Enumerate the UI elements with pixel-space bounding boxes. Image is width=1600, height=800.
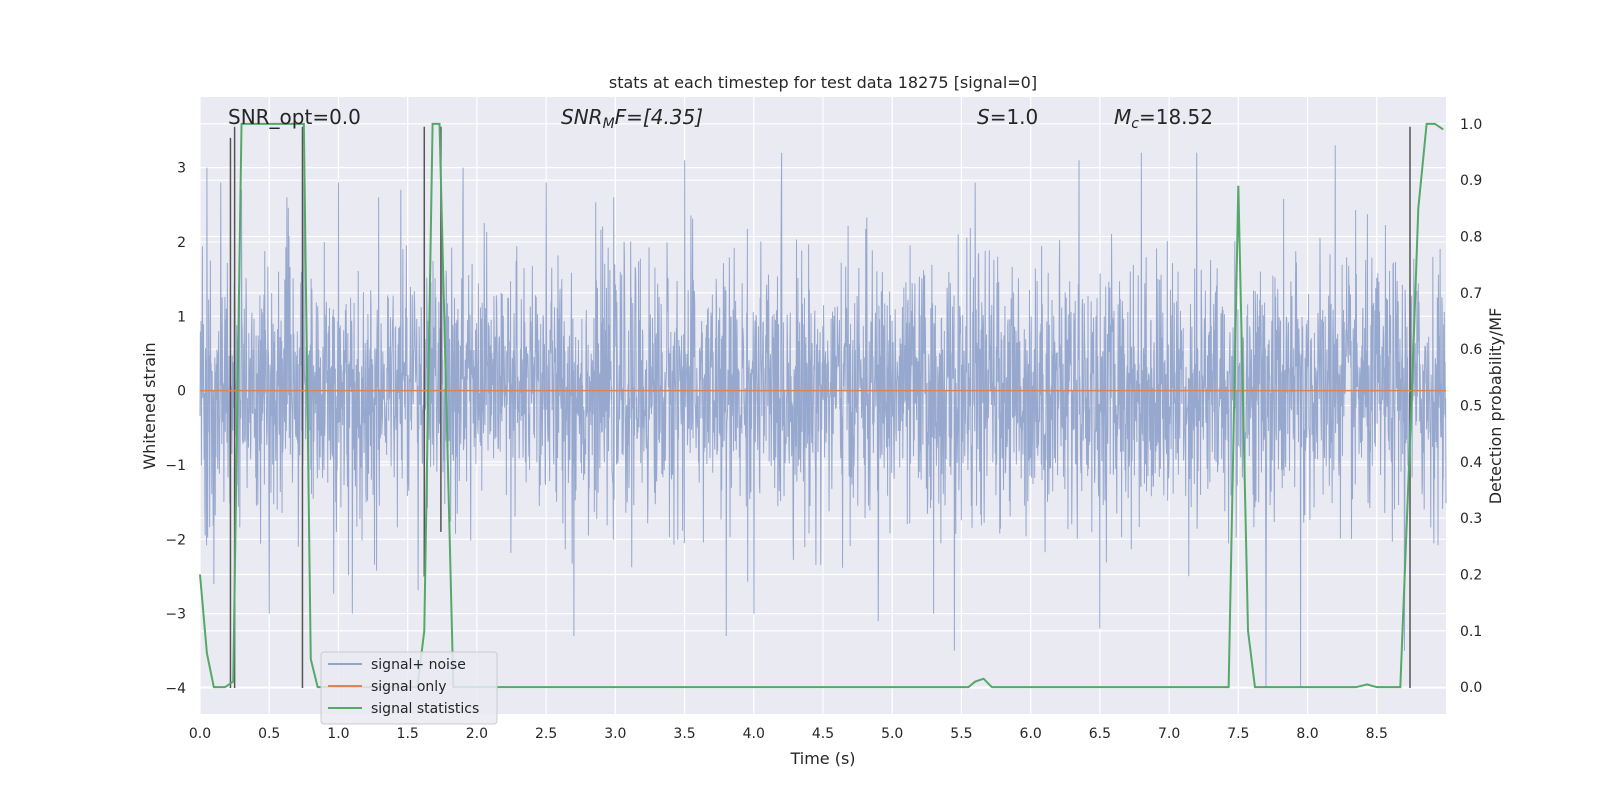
y2-axis-label: Detection probability/MF	[1486, 308, 1505, 505]
signal-statistics-line	[199, 122, 1444, 689]
legend-label-signal-only: signal only	[371, 679, 446, 695]
y-tick-label: −1	[165, 458, 186, 474]
x-tick-label: 5.0	[881, 726, 903, 742]
x-tick-label: 7.5	[1227, 726, 1249, 742]
y2-tick-label: 0.5	[1460, 399, 1482, 415]
x-tick-label: 4.5	[812, 726, 834, 742]
annotation-snr-mf-sub: M	[603, 116, 615, 132]
y2-tick-label: 1.0	[1460, 117, 1482, 133]
x-tick-label: 6.0	[1020, 726, 1042, 742]
y2-tick-label: 0.8	[1460, 229, 1482, 245]
y-tick-label: 3	[177, 161, 186, 177]
annotation-s-main: S	[977, 105, 990, 129]
y-tick-label: −2	[165, 532, 186, 548]
x-tick-label: 3.5	[673, 726, 695, 742]
y-tick-label: 0	[177, 384, 186, 400]
annotation-s: S=1.0	[977, 105, 1038, 129]
annotation-mc-main: M	[1114, 105, 1131, 129]
x-tick-label: 5.5	[950, 726, 972, 742]
y2-tick-label: 0.6	[1460, 342, 1482, 358]
x-axis-label: Time (s)	[789, 749, 855, 768]
legend-box	[320, 651, 498, 725]
y2-tick-label: 0.4	[1460, 455, 1482, 471]
annotation-snr-mf-tail: F=[4.35]	[615, 105, 703, 129]
y-tick-label: 1	[177, 309, 186, 325]
x-tick-label: 0.0	[189, 726, 211, 742]
y2-tick-label: 0.2	[1460, 568, 1482, 584]
x-tick-label: 2.5	[535, 726, 557, 742]
x-tick-label: 3.0	[604, 726, 626, 742]
y2-tick-label: 0.1	[1460, 624, 1482, 640]
y-tick-label: −3	[165, 607, 186, 623]
x-tick-label: 8.5	[1366, 726, 1388, 742]
signal-statistics-series	[199, 122, 1444, 689]
x-tick-labels: 0.0 0.5 1.0 1.5 2.0 2.5 3.0 3.5 4.0 4.5 5.0 5.5 6.0 6…	[189, 726, 1388, 742]
annotation-snr-mf: SNRMF=[4.35]	[561, 105, 703, 132]
y-tick-labels: 3 2 1 0 −1 −2 −3 −4	[165, 161, 186, 697]
y-axis-label: Whitened strain	[140, 342, 159, 469]
annotation-mc: Mc=18.52	[1114, 105, 1213, 132]
x-tick-label: 8.0	[1296, 726, 1318, 742]
x-tick-label: 1.0	[327, 726, 349, 742]
chart-title: stats at each timestep for test data 182…	[609, 73, 1037, 92]
x-tick-label: 7.0	[1158, 726, 1180, 742]
annotation-s-tail: =1.0	[990, 105, 1039, 129]
annotation-mc-tail: =18.52	[1139, 105, 1213, 129]
signal-noise-line	[199, 145, 1447, 688]
annotation-snr-opt: SNR_opt=0.0	[228, 105, 361, 129]
legend-label-signal-statistics: signal statistics	[371, 701, 479, 717]
x-tick-label: 1.5	[397, 726, 419, 742]
x-tick-label: 4.0	[743, 726, 765, 742]
x-tick-label: 0.5	[258, 726, 280, 742]
y2-tick-label: 0.7	[1460, 286, 1482, 302]
annotation-mc-sub: c	[1131, 116, 1139, 132]
signal-noise-series	[199, 145, 1447, 688]
legend-label-signal-noise: signal+ noise	[371, 657, 466, 673]
y-tick-label: 2	[177, 235, 186, 251]
y-tick-label: −4	[165, 681, 186, 697]
x-tick-label: 6.5	[1089, 726, 1111, 742]
y2-tick-label: 0.9	[1460, 173, 1482, 189]
legend: signal+ noise signal only signal statist…	[320, 651, 498, 725]
annotation-snr-mf-main: SNR	[561, 105, 603, 129]
x-tick-label: 2.0	[466, 726, 488, 742]
y2-tick-labels: 1.0 0.9 0.8 0.7 0.6 0.5 0.4 0.3 0.2 0.1 0.0	[1460, 117, 1482, 696]
y2-tick-label: 0.3	[1460, 511, 1482, 527]
y2-tick-label: 0.0	[1460, 680, 1482, 696]
